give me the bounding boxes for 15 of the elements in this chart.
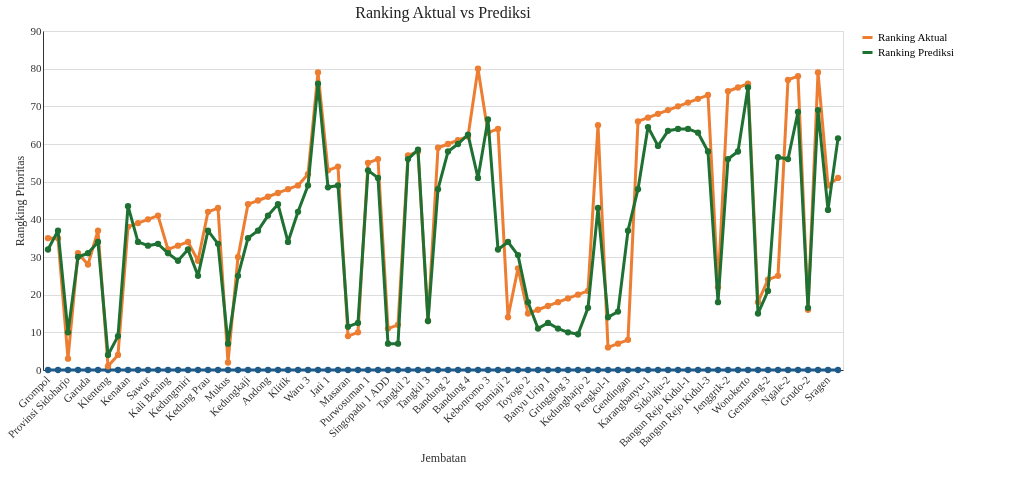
y-tick-label: 70 — [30, 99, 42, 112]
legend-label: Ranking Prediksi — [878, 45, 955, 58]
y-tick-label: 40 — [30, 212, 42, 225]
y-tick-label: 20 — [30, 288, 42, 301]
x-axis-title: Jembatan — [420, 451, 467, 466]
y-tick-label: 0 — [36, 363, 42, 376]
y-tick-label: 30 — [30, 250, 42, 263]
y-tick-label: 50 — [30, 175, 42, 188]
y-tick-label: 90 — [30, 24, 42, 37]
y-tick-label: 80 — [30, 62, 42, 75]
y-tick-label: 60 — [30, 137, 42, 150]
legend-label: Ranking Aktual — [878, 30, 948, 43]
y-tick-label: 10 — [30, 325, 42, 338]
y-axis-title: Rangking Prioritas — [12, 155, 27, 247]
chart-title: Ranking Aktual vs Prediksi — [355, 4, 532, 22]
